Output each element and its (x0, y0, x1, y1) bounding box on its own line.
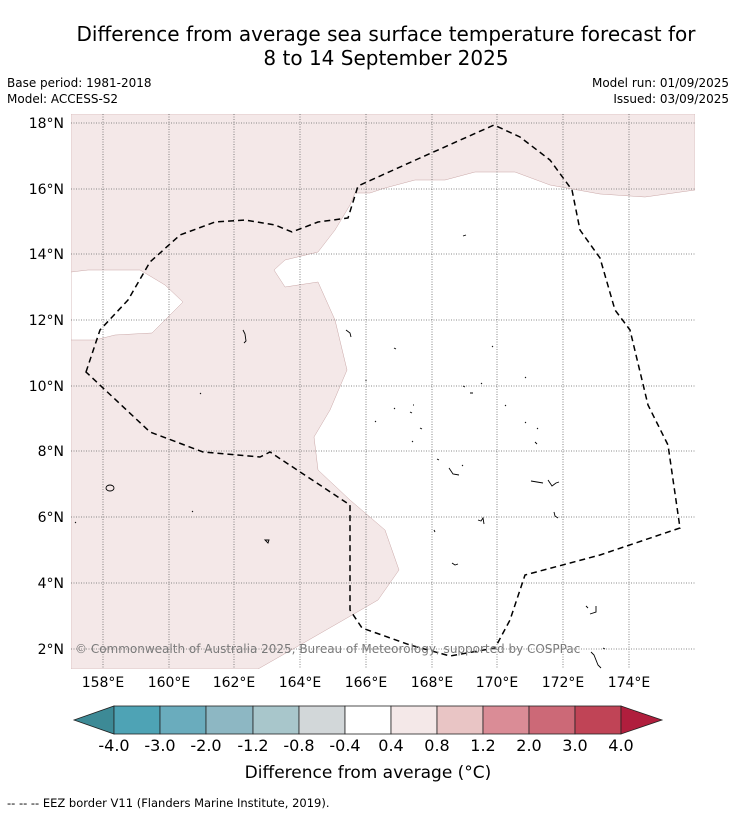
lat-label: 2°N (38, 642, 64, 658)
colorbar-segment (436, 705, 484, 735)
colorbar-segment (252, 705, 300, 735)
base-period-label: Base period: 1981-2018 (7, 76, 152, 90)
island (530, 479, 560, 487)
island (462, 376, 527, 407)
lat-label: 10°N (29, 379, 64, 395)
lon-label: 170°E (476, 675, 519, 691)
island (263, 539, 270, 544)
lon-label: 162°E (213, 675, 256, 691)
island (393, 347, 397, 350)
lon-label: 168°E (411, 675, 454, 691)
island (242, 329, 247, 344)
colorbar-tick-label: 0.4 (378, 736, 403, 755)
lon-label: 166°E (345, 675, 388, 691)
island (433, 529, 436, 533)
colorbar-segment (574, 705, 622, 735)
model-run-label: Model run: 01/09/2025 (591, 76, 729, 90)
island (374, 404, 423, 443)
meta-right: Model run: 01/09/2025 Issued: 03/09/2025 (592, 75, 729, 107)
lon-label: 164°E (279, 675, 322, 691)
island (491, 345, 494, 348)
colorbar-tick-label: -0.8 (283, 736, 314, 755)
colorbar (72, 705, 664, 735)
issued-label: Issued: 03/09/2025 (613, 92, 729, 106)
island (451, 562, 459, 566)
title-line-2: 8 to 14 September 2025 (263, 46, 509, 70)
colorbar-tick-label: 2.0 (516, 736, 541, 755)
colorbar-segment (298, 705, 346, 735)
latitude-labels: 18°N 16°N 14°N 12°N 10°N 8°N 6°N 4°N 2°N (29, 116, 64, 658)
colorbar-segment (113, 705, 161, 735)
lat-label: 4°N (38, 576, 64, 592)
lat-label: 18°N (29, 116, 64, 132)
colorbar-segment (159, 705, 207, 735)
colorbar-segment (390, 705, 438, 735)
copyright-text: © Commonwealth of Australia 2025, Bureau… (75, 642, 580, 656)
island (524, 421, 539, 445)
lat-label: 12°N (29, 313, 64, 329)
chart-title: Difference from average sea surface temp… (20, 22, 736, 70)
island (553, 511, 559, 519)
lon-label: 158°E (82, 675, 125, 691)
island (436, 458, 464, 476)
colorbar-tick-label: -0.4 (329, 736, 360, 755)
colorbar-segment (482, 705, 530, 735)
island (345, 329, 352, 338)
graticule (71, 114, 695, 669)
lat-label: 6°N (38, 510, 64, 526)
colorbar-extension-low (72, 705, 115, 735)
colorbar-tick-label: 1.2 (470, 736, 495, 755)
lat-label: 16°N (29, 182, 64, 198)
island (105, 484, 115, 492)
island (477, 516, 485, 525)
anomaly-region (71, 114, 695, 669)
meta-left: Base period: 1981-2018 Model: ACCESS-S2 (7, 75, 152, 107)
colorbar-tick-label: 0.8 (424, 736, 449, 755)
colorbar-tick-label: -2.0 (190, 736, 221, 755)
colorbar-segment (528, 705, 576, 735)
map-area: © Commonwealth of Australia 2025, Bureau… (71, 114, 695, 669)
lat-label: 14°N (29, 247, 64, 263)
colorbar-tick-label: 4.0 (608, 736, 633, 755)
islands (74, 234, 606, 669)
colorbar-segment (205, 705, 254, 735)
footnote: -- -- -- EEZ border V11 (Flanders Marine… (7, 796, 330, 810)
island (585, 605, 597, 615)
title-line-1: Difference from average sea surface temp… (76, 22, 696, 46)
colorbar-tick-label: -4.0 (98, 736, 129, 755)
colorbar-segment (344, 705, 392, 735)
lon-label: 172°E (542, 675, 585, 691)
colorbar-tick-labels: -4.0 -3.0 -2.0 -1.2 -0.8 -0.4 0.4 0.8 1.2 2.0 3.0 4… (98, 736, 633, 755)
longitude-labels: 158°E 160°E 162°E 164°E 166°E 168°E 170°E 172°E… (82, 675, 651, 691)
colorbar-tick-label: -1.2 (237, 736, 268, 755)
eez-border (85, 124, 681, 657)
colorbar-label: Difference from average (°C) (244, 763, 492, 783)
island (74, 392, 202, 524)
island (462, 234, 467, 237)
colorbar-tick-label: 3.0 (562, 736, 587, 755)
colorbar-extension-high (620, 705, 664, 735)
lon-label: 174°E (608, 675, 651, 691)
colorbar-tick-label: -3.0 (144, 736, 175, 755)
lon-label: 160°E (148, 675, 191, 691)
island (590, 647, 606, 669)
model-label: Model: ACCESS-S2 (7, 92, 119, 106)
lat-label: 8°N (38, 444, 64, 460)
